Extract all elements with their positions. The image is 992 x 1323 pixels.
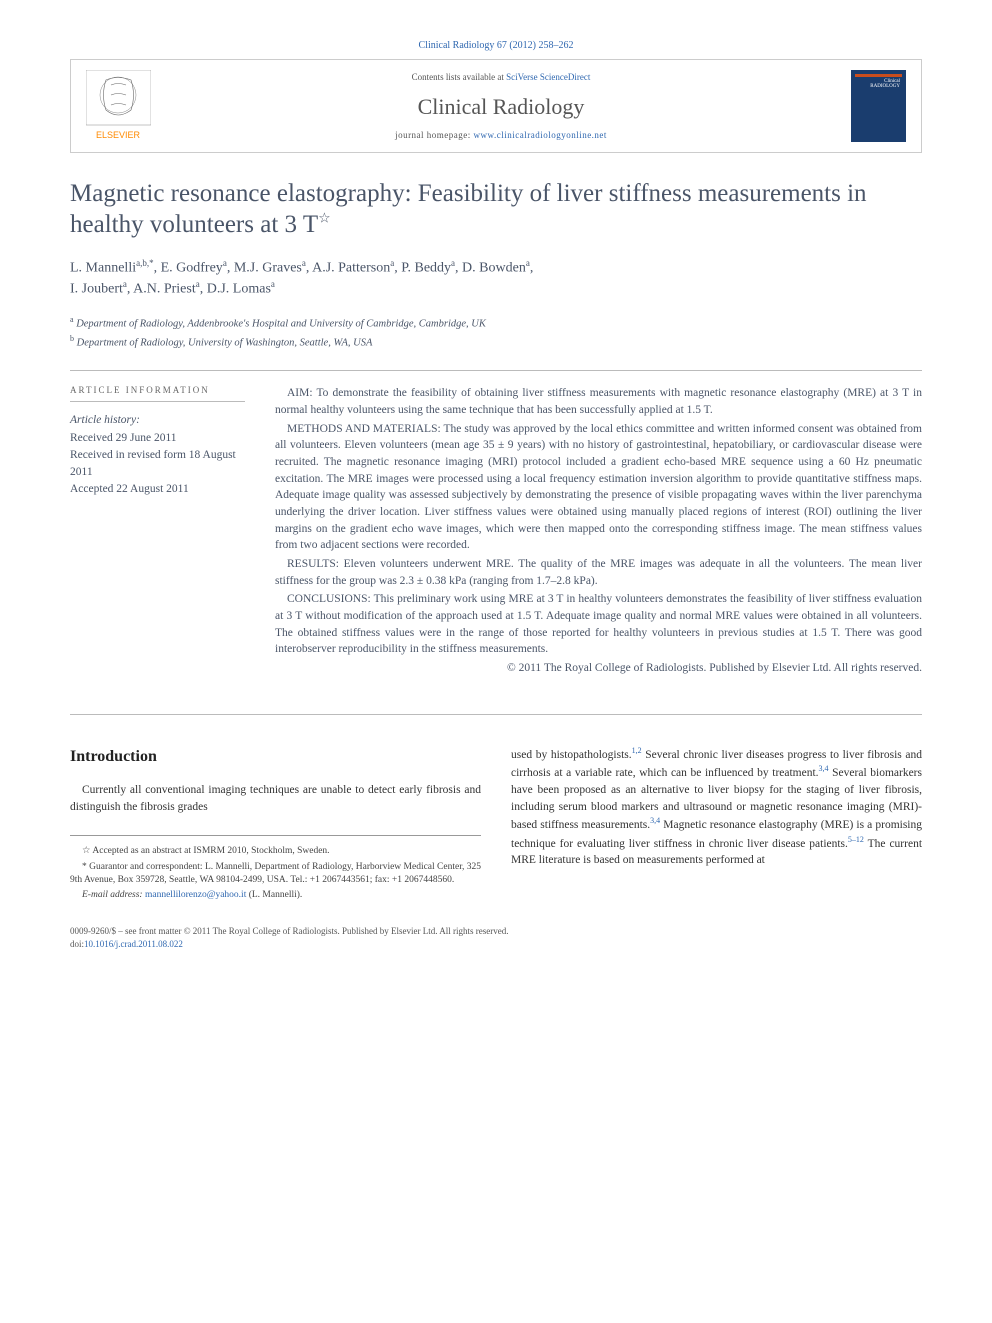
contents-available: Contents lists available at SciVerse Sci…: [166, 72, 836, 82]
abstract: AIM: To demonstrate the feasibility of o…: [275, 385, 922, 678]
email-link[interactable]: mannellilorenzo@yahoo.it: [145, 890, 246, 900]
header-center: Contents lists available at SciVerse Sci…: [166, 72, 836, 140]
cover-text: Clinical RADIOLOGY: [855, 79, 902, 89]
abstract-methods: METHODS AND MATERIALS: The study was app…: [275, 421, 922, 554]
article-info: ARTICLE INFORMATION Article history: Rec…: [70, 385, 245, 678]
abstract-aim: AIM: To demonstrate the feasibility of o…: [275, 385, 922, 418]
history-label: Article history:: [70, 414, 140, 426]
journal-name: Clinical Radiology: [166, 94, 836, 120]
column-right: used by histopathologists.1,2 Several ch…: [511, 745, 922, 905]
footnote-star: ☆ Accepted as an abstract at ISMRM 2010,…: [70, 844, 481, 858]
author-6-comma: ,: [530, 260, 534, 275]
author-7: I. Joubert: [70, 282, 123, 297]
homepage-link[interactable]: www.clinicalradiologyonline.net: [474, 130, 607, 140]
title-footnote-star: ☆: [318, 212, 331, 227]
author-5: , P. Beddy: [394, 260, 451, 275]
journal-cover-thumb: Clinical RADIOLOGY: [851, 70, 906, 142]
author-9: , D.J. Lomas: [200, 282, 271, 297]
cover-strip: [855, 74, 902, 77]
sciencedirect-link[interactable]: SciVerse ScienceDirect: [506, 72, 590, 82]
ref-3-4b[interactable]: 3,4: [650, 816, 660, 825]
column-left: Introduction Currently all conventional …: [70, 745, 481, 905]
body-columns: Introduction Currently all conventional …: [70, 745, 922, 905]
ref-5-12[interactable]: 5–12: [848, 835, 864, 844]
journal-header: ELSEVIER Contents lists available at Sci…: [70, 59, 922, 153]
author-1-aff: a,b,*: [136, 258, 154, 268]
author-2: , E. Godfrey: [154, 260, 223, 275]
revised-date: Received in revised form 18 August 2011: [70, 449, 236, 478]
article-info-body: Article history: Received 29 June 2011 R…: [70, 412, 245, 498]
title-text: Magnetic resonance elastography: Feasibi…: [70, 180, 867, 238]
footnotes: ☆ Accepted as an abstract at ISMRM 2010,…: [70, 835, 481, 902]
abstract-conclusions: CONCLUSIONS: This preliminary work using…: [275, 591, 922, 658]
affiliation-a-text: Department of Radiology, Addenbrooke's H…: [76, 318, 486, 329]
footer-copyright: 0009-9260/$ – see front matter © 2011 Th…: [70, 925, 922, 939]
affiliation-b-text: Department of Radiology, University of W…: [77, 338, 373, 349]
contents-prefix: Contents lists available at: [412, 72, 506, 82]
author-list: L. Mannellia,b,*, E. Godfrey a , M.J. Grav…: [70, 257, 922, 300]
footnote-email: E-mail address: mannellilorenzo@yahoo.it…: [70, 889, 481, 902]
author-1: L. Mannelli: [70, 260, 136, 275]
author-9-aff: a: [271, 279, 275, 289]
author-3: , M.J. Graves: [227, 260, 302, 275]
footnote-star-text: ☆ Accepted as an abstract at ISMRM 2010,…: [82, 846, 330, 856]
intro-heading: Introduction: [70, 745, 481, 768]
svg-text:ELSEVIER: ELSEVIER: [96, 130, 141, 140]
author-4: , A.J. Patterson: [306, 260, 390, 275]
page-footer: 0009-9260/$ – see front matter © 2011 Th…: [70, 925, 922, 952]
doi-link[interactable]: 10.1016/j.crad.2011.08.022: [84, 939, 183, 949]
author-8: , A.N. Priest: [127, 282, 196, 297]
divider-top: [70, 370, 922, 371]
header-citation: Clinical Radiology 67 (2012) 258–262: [70, 40, 922, 51]
elsevier-logo: ELSEVIER: [86, 70, 151, 142]
ref-3-4a[interactable]: 3,4: [819, 764, 829, 773]
article-info-heading: ARTICLE INFORMATION: [70, 385, 245, 402]
info-abstract-row: ARTICLE INFORMATION Article history: Rec…: [70, 385, 922, 678]
ref-1-2[interactable]: 1,2: [632, 746, 642, 755]
affiliation-b: b Department of Radiology, University of…: [70, 333, 922, 352]
intro-paragraph-1: Currently all conventional imaging techn…: [70, 782, 481, 815]
journal-homepage: journal homepage: www.clinicalradiologyo…: [166, 130, 836, 140]
footnote-correspondent: * Guarantor and correspondent: L. Mannel…: [70, 861, 481, 888]
affiliation-a: a Department of Radiology, Addenbrooke's…: [70, 314, 922, 333]
affiliations: a Department of Radiology, Addenbrooke's…: [70, 314, 922, 353]
homepage-prefix: journal homepage:: [395, 130, 473, 140]
doi-prefix: doi:: [70, 939, 84, 949]
col2-text-a: used by histopathologists.: [511, 749, 632, 761]
abstract-results: RESULTS: Eleven volunteers underwent MRE…: [275, 556, 922, 589]
received-date: Received 29 June 2011: [70, 432, 177, 444]
article-title: Magnetic resonance elastography: Feasibi…: [70, 178, 922, 241]
accepted-date: Accepted 22 August 2011: [70, 483, 189, 495]
col2-paragraph: used by histopathologists.1,2 Several ch…: [511, 745, 922, 869]
email-label: E-mail address:: [82, 890, 145, 900]
divider-mid: [70, 714, 922, 715]
abstract-copyright: © 2011 The Royal College of Radiologists…: [275, 660, 922, 677]
email-suffix: (L. Mannelli).: [246, 890, 302, 900]
author-6: , D. Bowden: [455, 260, 526, 275]
footer-doi: doi:10.1016/j.crad.2011.08.022: [70, 938, 922, 952]
